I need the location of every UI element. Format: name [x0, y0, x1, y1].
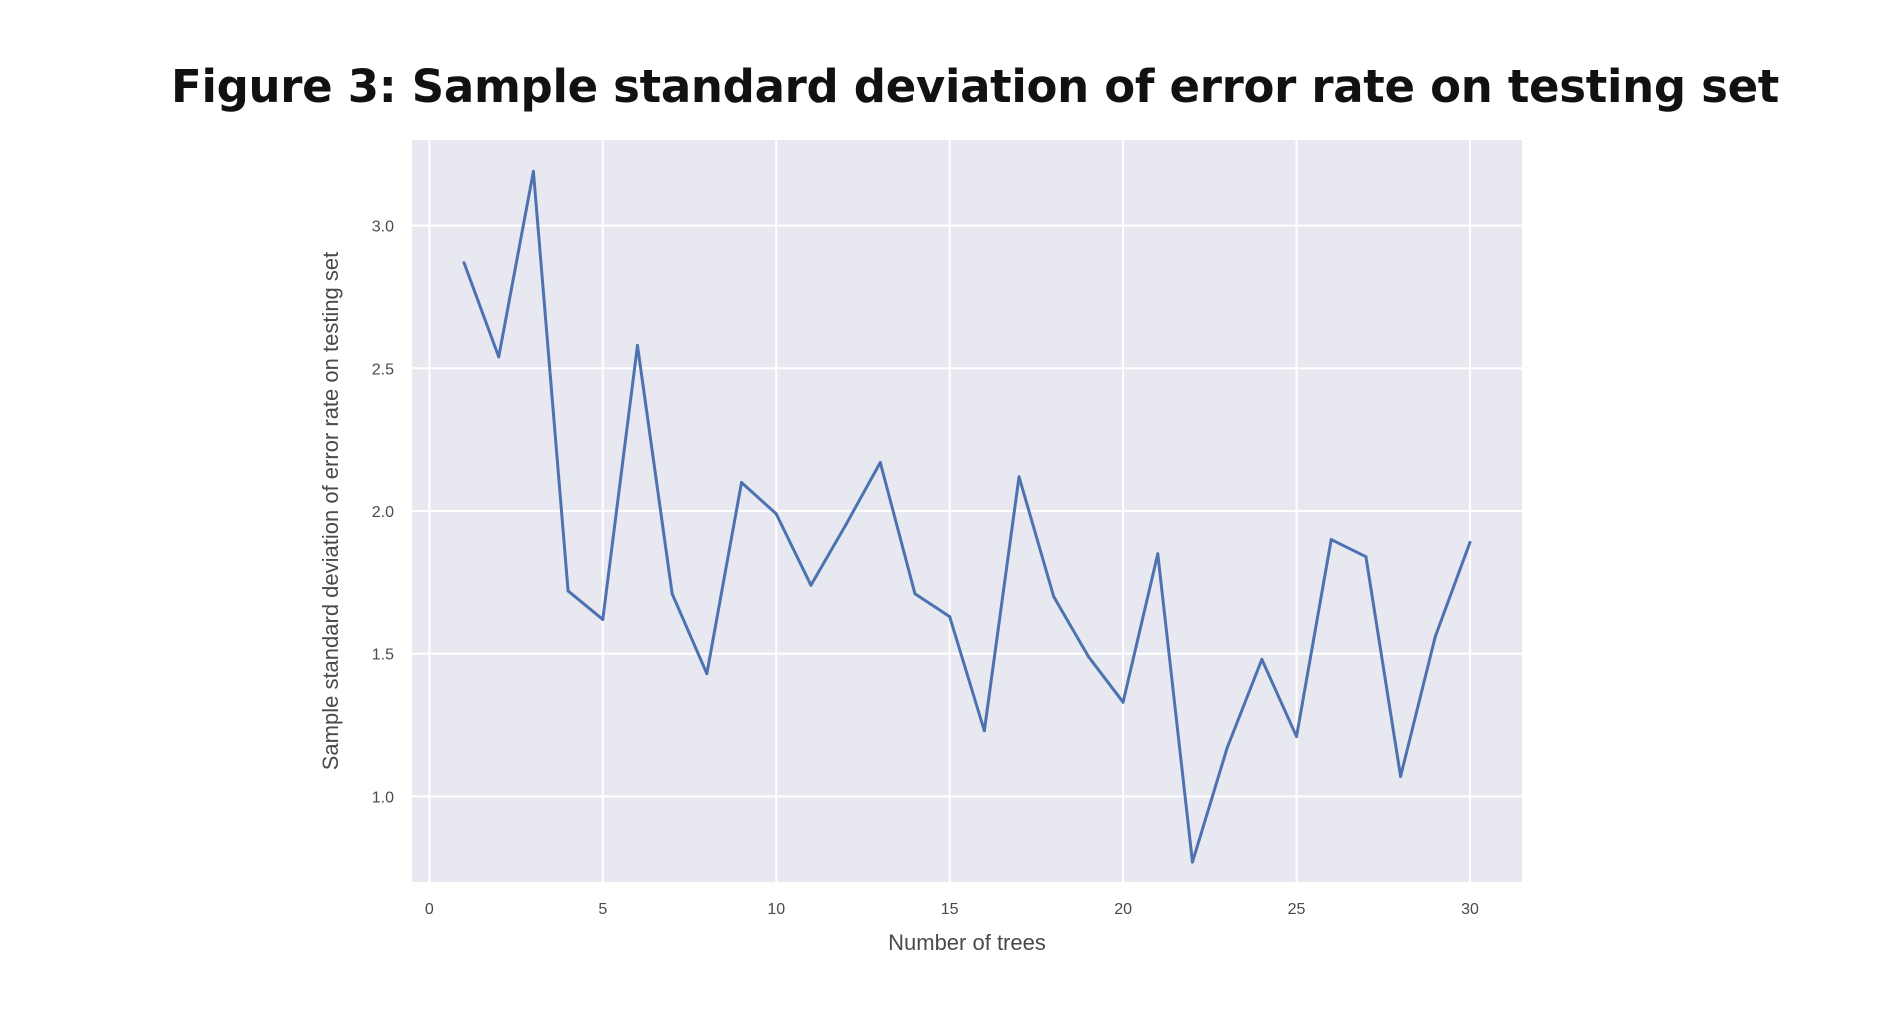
- data-point: [635, 343, 639, 347]
- data-point: [982, 729, 986, 733]
- data-point: [1121, 700, 1125, 704]
- x-tick-label: 5: [598, 901, 607, 918]
- y-tick-label: 2.5: [372, 361, 394, 378]
- x-tick-label: 25: [1288, 901, 1306, 918]
- data-point: [1156, 552, 1160, 556]
- data-point: [1399, 774, 1403, 778]
- data-point: [809, 583, 813, 587]
- data-point: [1190, 860, 1194, 864]
- data-point: [705, 672, 709, 676]
- y-tick-label: 1.5: [372, 647, 394, 664]
- x-tick-label: 20: [1114, 901, 1132, 918]
- data-point: [878, 460, 882, 464]
- x-tick-label: 30: [1461, 901, 1479, 918]
- data-point: [1364, 555, 1368, 559]
- figure-caption: Figure 3: Sample standard deviation of e…: [171, 60, 1780, 113]
- data-point: [670, 592, 674, 596]
- series-line: [462, 169, 1472, 864]
- x-tick-label: 0: [425, 901, 434, 918]
- data-point: [1260, 657, 1264, 661]
- data-point: [774, 512, 778, 516]
- y-tick-label: 2.0: [372, 504, 394, 521]
- data-point: [531, 169, 535, 173]
- data-point: [1295, 734, 1299, 738]
- data-point: [948, 615, 952, 619]
- y-tick-labels: 1.0 1.5 2.0 2.5 3.0: [372, 219, 394, 807]
- data-point: [462, 261, 466, 265]
- data-point: [601, 617, 605, 621]
- data-point: [1086, 655, 1090, 659]
- y-tick-label: 3.0: [372, 219, 394, 236]
- y-tick-label: 1.0: [372, 789, 394, 806]
- data-point: [497, 355, 501, 359]
- data-point: [844, 523, 848, 527]
- grid-lines: [412, 140, 1522, 882]
- x-tick-label: 15: [941, 901, 959, 918]
- data-point: [913, 592, 917, 596]
- x-tick-labels: 0 5 10 15 20 25 30: [425, 901, 1479, 918]
- data-point: [1329, 538, 1333, 542]
- data-point: [1468, 540, 1472, 544]
- series-layer: [462, 169, 1472, 864]
- data-point: [1433, 635, 1437, 639]
- y-axis-label: Sample standard deviation of error rate …: [318, 252, 343, 771]
- x-tick-label: 10: [767, 901, 785, 918]
- data-point: [740, 480, 744, 484]
- data-point: [1017, 475, 1021, 479]
- data-point: [1052, 595, 1056, 599]
- x-axis-label: Number of trees: [888, 930, 1046, 955]
- data-point: [1225, 746, 1229, 750]
- data-point: [566, 589, 570, 593]
